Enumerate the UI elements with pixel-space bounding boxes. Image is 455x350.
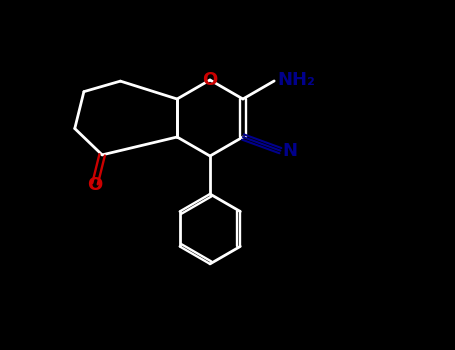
Text: O: O bbox=[202, 71, 217, 89]
Text: N: N bbox=[283, 142, 298, 160]
Text: O: O bbox=[87, 176, 103, 194]
Text: NH₂: NH₂ bbox=[277, 71, 315, 89]
